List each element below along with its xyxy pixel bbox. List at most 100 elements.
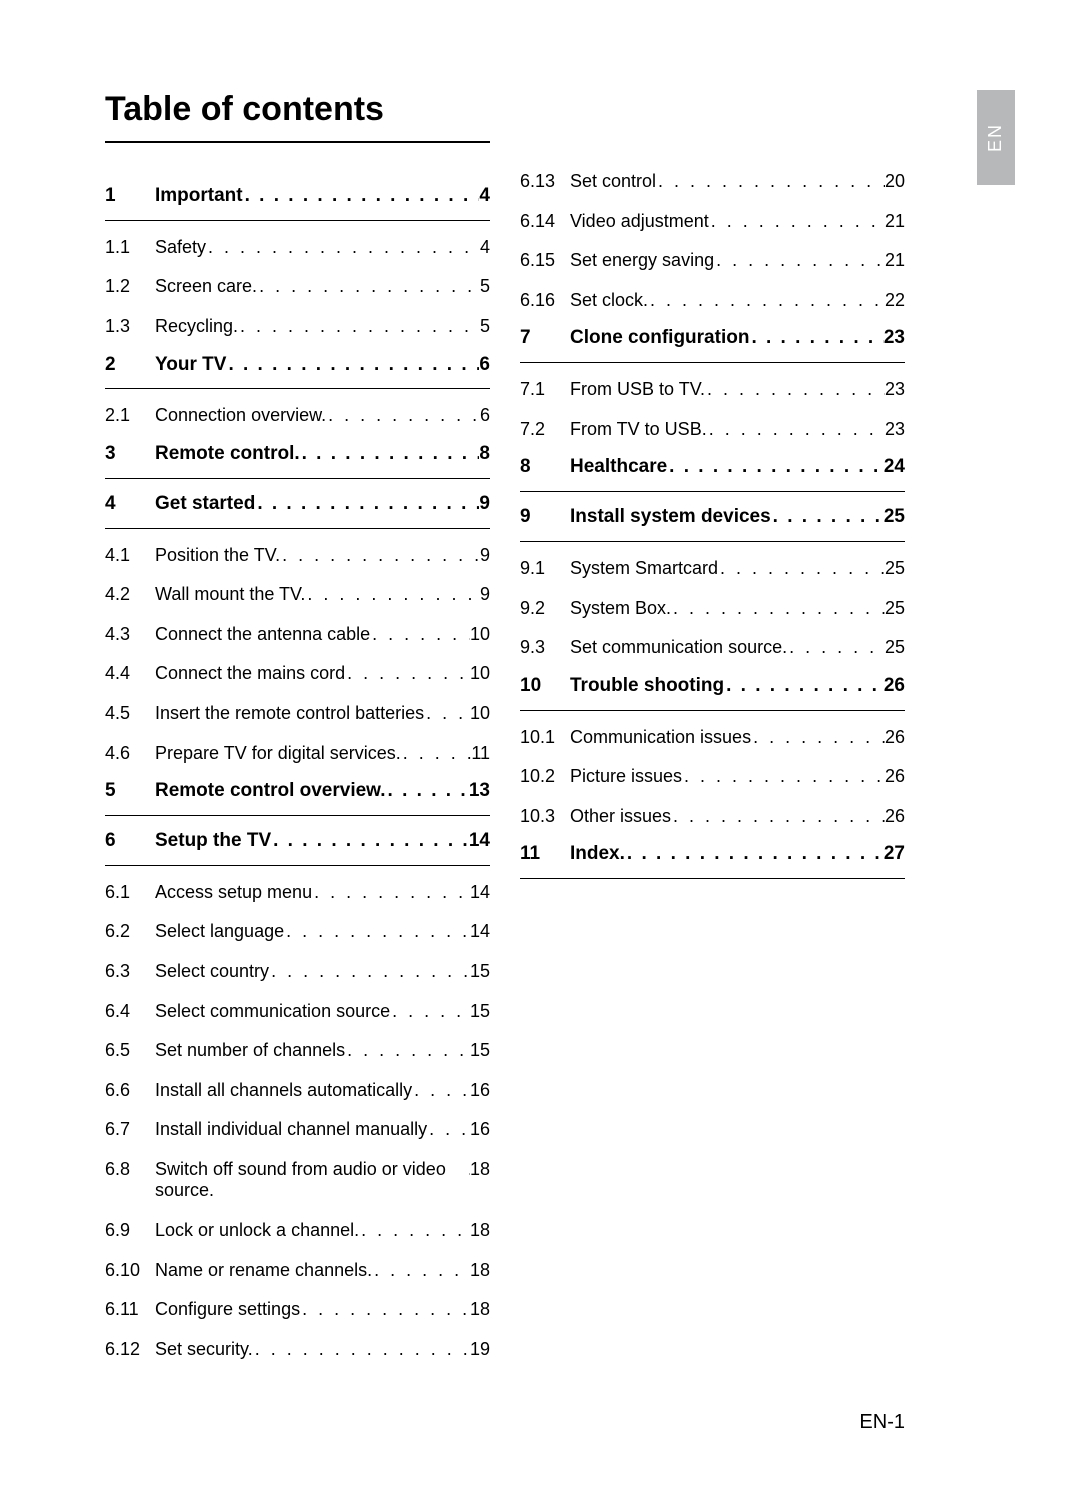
toc-entry-page: 27 [884,843,905,866]
toc-right-column: 6.13Set control . . . . . . . . . . . . … [520,171,905,1362]
toc-entry-line: Communication issues . . . . . . . . . .… [570,727,905,749]
toc-entry-page: 26 [885,806,905,828]
toc-entry-number: 6.1 [105,882,155,904]
toc-sub-row: 10.2Picture issues . . . . . . . . . . .… [520,750,905,790]
toc-entry-label: Select language [155,921,284,943]
toc-entry-number: 6 [105,830,155,853]
toc-entry-page: 26 [884,675,905,698]
toc-entry-label: System Smartcard [570,558,718,580]
toc-entry-label: Trouble shooting [570,675,724,698]
side-tab-label: EN [985,123,1006,152]
toc-entry-label: Position the TV. [155,545,280,567]
toc-leader-dots: . . . . . . . . . . . . . . . . . . . . … [787,637,885,659]
toc-entry-page: 19 [470,1339,490,1361]
toc-entry-page: 14 [469,830,490,853]
toc-leader-dots: . . . . . . . . . . . . . . . . . . . . … [718,558,885,580]
toc-entry-label: Important [155,185,243,208]
toc-entry-line: Wall mount the TV. . . . . . . . . . . .… [155,584,490,606]
toc-entry-page: 24 [884,456,905,479]
toc-entry-page: 4 [479,185,490,208]
toc-leader-dots: . . . . . . . . . . . . . . . . . . . . … [345,1040,470,1062]
toc-leader-dots: . . . . . . . . . . . . . . . . . . . . … [370,624,470,646]
toc-entry-number: 6.10 [105,1260,155,1282]
toc-entry-number: 6.11 [105,1299,155,1321]
toc-entry-label: Install individual channel manually [155,1119,427,1141]
toc-entry-page: 5 [480,316,490,338]
toc-title: Table of contents [105,90,490,143]
toc-entry-number: 2.1 [105,405,155,427]
toc-entry-line: System Box. . . . . . . . . . . . . . . … [570,598,905,620]
toc-entry-number: 9.2 [520,598,570,620]
toc-leader-dots: . . . . . . . . . . . . . . . . . . . . … [300,443,480,466]
toc-entry-number: 9.3 [520,637,570,659]
toc-entry-number: 6.12 [105,1339,155,1361]
toc-entry-line: Switch off sound from audio or video sou… [155,1159,490,1202]
toc-leader-dots: . . . . . . . . . . . . . . . . . . . . … [386,780,469,803]
toc-entry-number: 10 [520,675,570,698]
toc-leader-dots: . . . . . . . . . . . . . . . . . . . . … [305,584,480,606]
toc-entry-number: 4.4 [105,663,155,685]
toc-entry-number: 9.1 [520,558,570,580]
toc-leader-dots: . . . . . . . . . . . . . . . . . . . . … [709,211,885,233]
toc-leader-dots: . . . . . . . . . . . . . . . . . . . . … [751,727,885,749]
toc-entry-number: 4.5 [105,703,155,725]
toc-sub-row: 2.1Connection overview. . . . . . . . . … [105,389,490,429]
toc-entry-number: 4.6 [105,743,155,765]
toc-leader-dots: . . . . . . . . . . . . . . . . . . . . … [226,354,479,377]
toc-entry-number: 3 [105,443,155,466]
toc-entry-line: Select communication source . . . . . . … [155,1001,490,1023]
toc-sub-row: 7.1From USB to TV. . . . . . . . . . . .… [520,363,905,403]
toc-entry-label: Set security. [155,1339,253,1361]
toc-entry-number: 6.16 [520,290,570,312]
toc-entry-page: 14 [470,882,490,904]
toc-entry-line: Select country . . . . . . . . . . . . .… [155,961,490,983]
page-content: Table of contents 1Important . . . . . .… [105,90,905,1362]
toc-entry-page: 14 [470,921,490,943]
toc-entry-line: Important . . . . . . . . . . . . . . . … [155,185,490,208]
toc-entry-line: Trouble shooting . . . . . . . . . . . .… [570,675,905,698]
toc-entry-label: Healthcare [570,456,667,479]
toc-entry-page: 23 [884,327,905,350]
toc-entry-page: 25 [885,558,905,580]
toc-leader-dots: . . . . . . . . . . . . . . . . . . . . … [372,1260,470,1282]
toc-sub-row: 9.2System Box. . . . . . . . . . . . . .… [520,582,905,622]
toc-leader-dots: . . . . . . . . . . . . . . . . . . . . … [390,1001,470,1023]
toc-entry-number: 6.8 [105,1159,155,1202]
toc-sub-row: 6.2Select language . . . . . . . . . . .… [105,905,490,945]
toc-entry-page: 18 [470,1299,490,1321]
toc-entry-line: Select language . . . . . . . . . . . . … [155,921,490,943]
toc-leader-dots: . . . . . . . . . . . . . . . . . . . . … [255,493,479,516]
toc-entry-label: Install system devices [570,506,771,529]
toc-sub-row: 4.2Wall mount the TV. . . . . . . . . . … [105,568,490,608]
toc-leader-dots: . . . . . . . . . . . . . . . . . . . . … [671,806,885,828]
toc-entry-page: 25 [884,506,905,529]
toc-entry-number: 1.3 [105,316,155,338]
toc-entry-page: 6 [480,405,490,427]
toc-leader-dots: . . . . . . . . . . . . . . . . . . . . … [326,405,480,427]
toc-section-head: 9Install system devices . . . . . . . . … [520,492,905,542]
toc-entry-page: 25 [885,637,905,659]
toc-entry-label: Communication issues [570,727,751,749]
toc-leader-dots: . . . . . . . . . . . . . . . . . . . . … [682,766,885,788]
toc-entry-number: 1 [105,185,155,208]
toc-entry-label: Insert the remote control batteries [155,703,424,725]
toc-entry-label: Remote control. [155,443,300,466]
toc-leader-dots: . . . . . . . . . . . . . . . . . . . . … [284,921,470,943]
toc-leader-dots: . . . . . . . . . . . . . . . . . . . . … [771,506,884,529]
toc-columns: 1Important . . . . . . . . . . . . . . .… [105,171,905,1362]
toc-entry-number: 6.6 [105,1080,155,1102]
page-number: EN-1 [859,1411,905,1434]
toc-sub-row: 6.9Lock or unlock a channel. . . . . . .… [105,1204,490,1244]
toc-entry-number: 7.1 [520,379,570,401]
toc-entry-label: Set number of channels [155,1040,345,1062]
toc-entry-label: Index. [570,843,625,866]
toc-leader-dots: . . . . . . . . . . . . . . . . . . . . … [648,290,885,312]
toc-entry-label: Screen care. [155,276,257,298]
toc-entry-line: Configure settings . . . . . . . . . . .… [155,1299,490,1321]
toc-leader-dots: . . . . . . . . . . . . . . . . . . . . … [707,419,885,441]
toc-entry-line: Index. . . . . . . . . . . . . . . . . .… [570,843,905,866]
toc-sub-row: 1.2Screen care. . . . . . . . . . . . . … [105,260,490,300]
toc-leader-dots: . . . . . . . . . . . . . . . . . . . . … [345,663,470,685]
toc-entry-label: Set communication source. [570,637,787,659]
toc-entry-line: Set security. . . . . . . . . . . . . . … [155,1339,490,1361]
